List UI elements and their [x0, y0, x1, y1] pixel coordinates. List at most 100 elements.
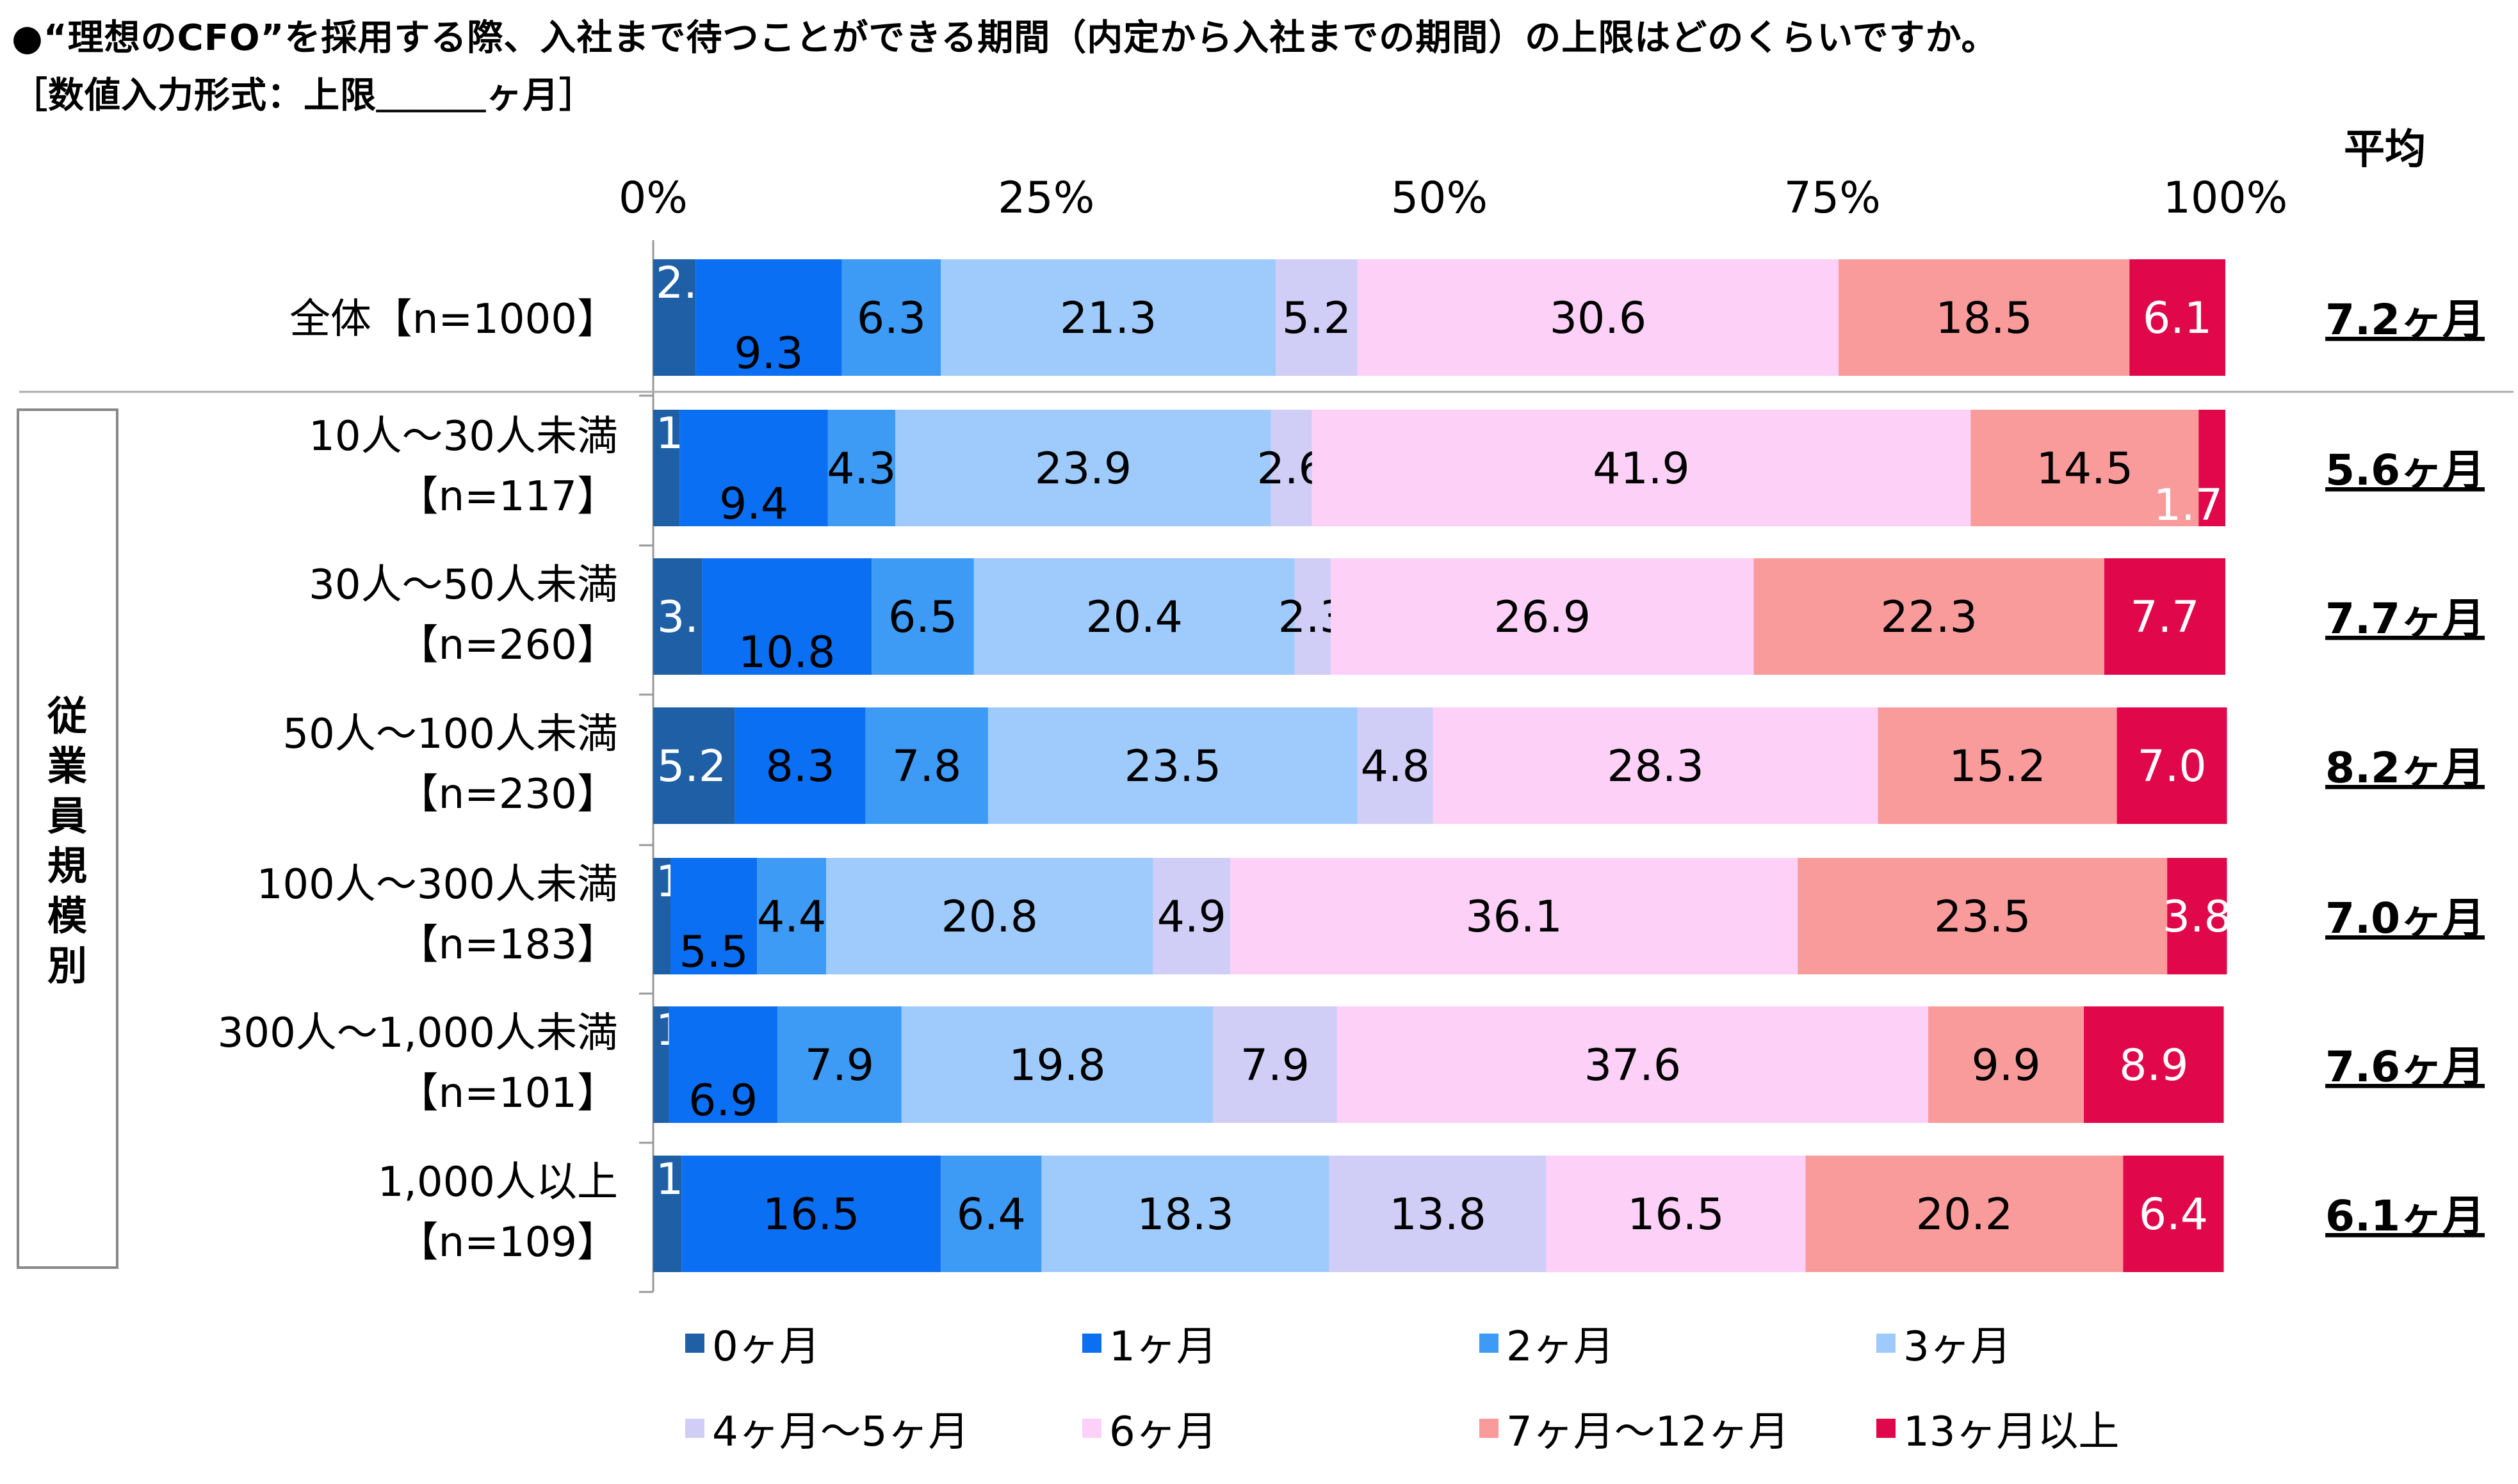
bar-segment: [1329, 1156, 1547, 1272]
category-label: 【n=260】: [398, 622, 618, 669]
data-label: 7.8: [892, 741, 961, 792]
bar-segment: [973, 558, 1295, 675]
bar-segment: [670, 858, 758, 974]
data-label: 15.2: [1949, 741, 2045, 792]
legend-label: 3ヶ月: [1903, 1323, 2011, 1371]
x-tick-label: 50%: [1391, 173, 1488, 223]
group-label-char: 従: [47, 693, 87, 739]
legend-label: 1ヶ月: [1109, 1323, 1217, 1371]
bar-segment: [2084, 1006, 2224, 1123]
data-label: 23.9: [1035, 444, 1132, 494]
bar-segment: [1928, 1006, 2084, 1123]
chart-title: ●“理想のCFO”を採用する際、入社まで待つことができる期間（内定から入社までの…: [12, 17, 1998, 59]
data-label: 7.9: [1240, 1040, 1310, 1091]
data-label: 20.4: [1086, 592, 1183, 643]
data-label: 10.8: [738, 627, 835, 678]
data-label: 14.5: [2036, 444, 2133, 494]
legend-swatch: [685, 1334, 704, 1353]
bar-segment: [1798, 858, 2168, 974]
bar-segment: [695, 259, 842, 376]
x-tick-label: 25%: [998, 173, 1094, 223]
bar-segment: [1312, 410, 1971, 526]
bar-segment: [2198, 410, 2225, 526]
data-label: 19.8: [1009, 1040, 1105, 1091]
bar-segment: [941, 259, 1276, 376]
average-value: 8.2ヶ月: [2325, 743, 2485, 793]
data-label: 7.0: [2137, 741, 2206, 792]
average-header: 平均: [2344, 126, 2426, 173]
data-label: 6.4: [957, 1190, 1026, 1240]
average-value: 7.7ヶ月: [2325, 594, 2485, 643]
bar-segment: [865, 707, 988, 824]
data-label: 20.8: [941, 892, 1038, 942]
legend-swatch: [1479, 1419, 1499, 1438]
legend-swatch: [1082, 1419, 1101, 1438]
bar-segment: [1230, 858, 1798, 974]
category-label: 300人～1,000人未満: [218, 1010, 618, 1057]
category-label: 【n=117】: [398, 473, 618, 520]
legend-swatch: [685, 1419, 704, 1438]
data-label: 6.5: [888, 592, 957, 643]
category-label: 全体【n=1000】: [289, 296, 618, 343]
average-value: 7.2ヶ月: [2325, 295, 2485, 344]
data-label: 23.5: [1934, 892, 2031, 942]
bar-segment: [653, 858, 671, 974]
bar-segment: [2104, 558, 2225, 675]
bar-segment: [1805, 1156, 2124, 1272]
data-label: 30.6: [1550, 293, 1646, 344]
bar-segment: [1546, 1156, 1806, 1272]
data-label: 16.5: [1627, 1190, 1724, 1240]
data-label: 4.9: [1157, 892, 1226, 942]
bar-segment: [653, 1156, 682, 1272]
category-label: 10人～30人未満: [309, 413, 618, 460]
bar-segment: [1294, 558, 1331, 675]
bar-segment: [1839, 259, 2130, 376]
data-label: 4.8: [1361, 741, 1430, 792]
bar-segment: [757, 858, 827, 974]
group-label-char: 員: [47, 793, 87, 839]
bar-segment: [1041, 1156, 1329, 1272]
bar-segment: [1271, 410, 1312, 526]
bar-segment: [941, 1156, 1042, 1272]
bar-segment: [2167, 858, 2227, 974]
data-label: 9.9: [1971, 1040, 2040, 1091]
legend-label: 4ヶ月～5ヶ月: [712, 1408, 969, 1456]
category-label: 30人～50人未満: [309, 561, 618, 609]
bar-segment: [1276, 259, 1358, 376]
data-label: 41.9: [1593, 444, 1689, 494]
data-label: 6.3: [857, 293, 926, 344]
category-label: 【n=230】: [398, 771, 618, 818]
data-label: 5.5: [679, 927, 748, 978]
data-label: 36.1: [1465, 892, 1562, 942]
average-value: 7.0ヶ月: [2325, 894, 2485, 943]
bar-segment: [1331, 558, 1754, 675]
bar-segment: [2129, 259, 2225, 376]
data-label: 22.3: [1881, 592, 1978, 643]
bar-segment: [1878, 707, 2117, 824]
data-label: 1.7: [2154, 480, 2223, 531]
average-value: 7.6ヶ月: [2325, 1042, 2485, 1092]
data-label: 5.2: [657, 741, 726, 792]
bar-segment: [669, 1006, 777, 1123]
bar-segment: [653, 558, 703, 675]
bar-segment: [653, 707, 735, 824]
data-label: 6.1: [2143, 293, 2212, 344]
data-label: 4.3: [827, 444, 896, 494]
x-tick-label: 75%: [1784, 173, 1881, 223]
bar-segment: [841, 259, 941, 376]
bar-segment: [2123, 1156, 2224, 1272]
data-label: 6.4: [2139, 1190, 2208, 1240]
data-label: 21.3: [1060, 293, 1157, 344]
category-label: 100人～300人未満: [257, 861, 618, 908]
data-label: 8.3: [765, 741, 834, 792]
data-label: 23.5: [1125, 741, 1221, 792]
bar-segment: [1153, 858, 1230, 974]
data-label: 26.9: [1494, 592, 1591, 643]
average-value: 6.1ヶ月: [2325, 1191, 2485, 1241]
bar-segment: [653, 1006, 669, 1123]
category-label: 1,000人以上: [378, 1159, 618, 1206]
bar-segment: [777, 1006, 902, 1123]
data-label: 18.3: [1137, 1190, 1233, 1240]
x-tick-label: 100%: [2163, 173, 2287, 223]
